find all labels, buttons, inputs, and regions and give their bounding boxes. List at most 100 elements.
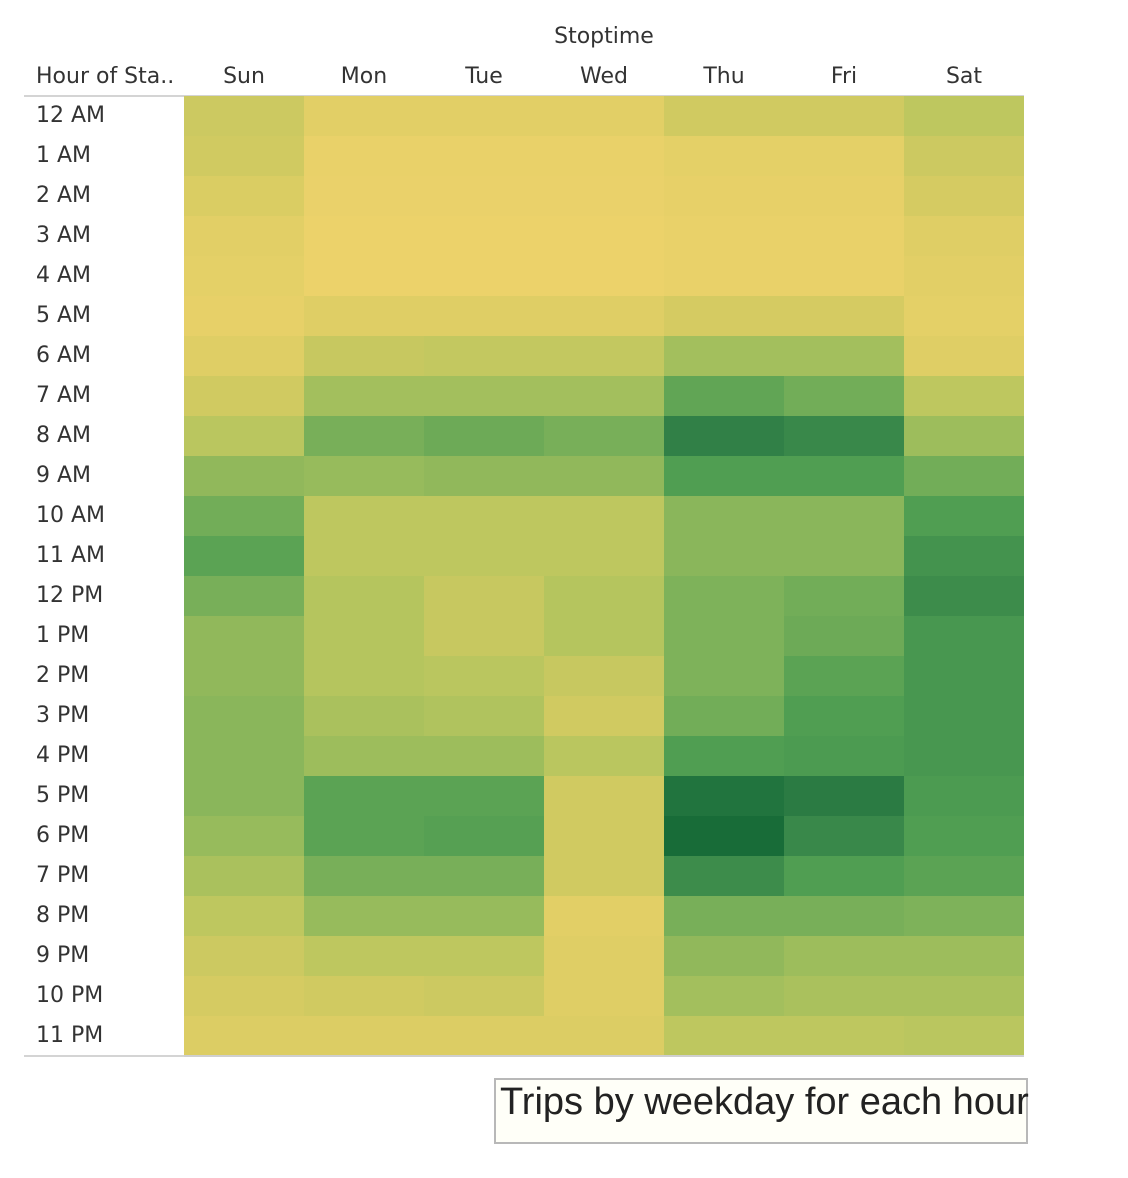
heatmap-cell <box>184 776 304 816</box>
heatmap-cell <box>904 496 1024 536</box>
heatmap-cell <box>664 576 784 616</box>
hour-label: 2 PM <box>36 663 90 688</box>
heatmap-cell <box>424 936 544 976</box>
heatmap-cell <box>664 536 784 576</box>
heatmap-cell <box>664 496 784 536</box>
heatmap-cell <box>424 456 544 496</box>
heatmap-cell <box>424 816 544 856</box>
heatmap-cell <box>904 96 1024 136</box>
heatmap-cell <box>184 336 304 376</box>
heatmap-cell <box>304 256 424 296</box>
heatmap-cell <box>304 496 424 536</box>
hour-label: 5 PM <box>36 783 90 808</box>
heatmap-cell <box>544 576 664 616</box>
heatmap-cell <box>304 776 424 816</box>
heatmap-cell <box>304 536 424 576</box>
heatmap-cell <box>184 616 304 656</box>
heatmap-cell <box>184 536 304 576</box>
heatmap-cell <box>304 656 424 696</box>
heatmap-cell <box>424 576 544 616</box>
hour-label: 5 AM <box>36 303 92 328</box>
heatmap-cell <box>304 696 424 736</box>
heatmap-cell <box>664 976 784 1016</box>
heatmap-cell <box>544 856 664 896</box>
heatmap-cell <box>184 376 304 416</box>
row-axis-bottom-line <box>24 1055 184 1057</box>
heatmap-cell <box>664 216 784 256</box>
heatmap-cell <box>784 416 904 456</box>
heatmap-cell <box>664 296 784 336</box>
heatmap-cell <box>784 496 904 536</box>
heatmap-cell <box>304 576 424 616</box>
hour-label: 2 AM <box>36 183 92 208</box>
heatmap-cell <box>664 1016 784 1056</box>
heatmap-cell <box>424 1016 544 1056</box>
heatmap-cell <box>904 296 1024 336</box>
heatmap-cell <box>664 776 784 816</box>
heatmap-cell <box>184 176 304 216</box>
hour-label: 12 PM <box>36 583 104 608</box>
heatmap-cell <box>904 976 1024 1016</box>
heatmap-cell <box>904 1016 1024 1056</box>
heatmap-cell <box>664 336 784 376</box>
heatmap-cell <box>184 736 304 776</box>
heatmap-cell <box>544 256 664 296</box>
heatmap-cell <box>904 456 1024 496</box>
heatmap-cell <box>784 616 904 656</box>
heatmap-cell <box>784 976 904 1016</box>
heatmap-cell <box>544 976 664 1016</box>
heatmap-cell <box>784 336 904 376</box>
hour-label: 1 PM <box>36 623 90 648</box>
heatmap-cell <box>784 96 904 136</box>
heatmap-cell <box>904 536 1024 576</box>
heatmap-cell <box>664 656 784 696</box>
heatmap-cell <box>424 496 544 536</box>
heatmap-cell <box>664 96 784 136</box>
heatmap-cell <box>784 1016 904 1056</box>
heatmap-cell <box>304 856 424 896</box>
heatmap-cell <box>424 176 544 216</box>
heatmap-cell <box>304 736 424 776</box>
heatmap-cell <box>184 136 304 176</box>
heatmap-cell <box>784 896 904 936</box>
heatmap-cell <box>904 256 1024 296</box>
hour-label: 11 AM <box>36 543 106 568</box>
heatmap-cell <box>664 456 784 496</box>
grid-bottom-line <box>184 1055 1024 1057</box>
heatmap-cell <box>304 296 424 336</box>
heatmap-cell <box>784 296 904 336</box>
heatmap-cell <box>784 576 904 616</box>
hour-label: 8 AM <box>36 423 92 448</box>
heatmap-cell <box>184 496 304 536</box>
heatmap-cell <box>784 736 904 776</box>
heatmap-cell <box>664 416 784 456</box>
heatmap-cell <box>904 736 1024 776</box>
day-label-fri: Fri <box>830 64 858 89</box>
hour-label: 8 PM <box>36 903 90 928</box>
heatmap-cell <box>784 816 904 856</box>
heatmap-cell <box>784 456 904 496</box>
hour-label: 1 AM <box>36 143 92 168</box>
heatmap-cell <box>304 376 424 416</box>
heatmap-cell <box>184 416 304 456</box>
heatmap-cell <box>184 576 304 616</box>
heatmap-cell <box>424 376 544 416</box>
heatmap-cell <box>544 936 664 976</box>
heatmap-cell <box>784 856 904 896</box>
hour-label: 11 PM <box>36 1023 104 1048</box>
heatmap-cell <box>304 1016 424 1056</box>
heatmap-grid <box>184 96 1024 1056</box>
hour-label: 7 AM <box>36 383 92 408</box>
heatmap-cell <box>304 416 424 456</box>
hour-label: 4 AM <box>36 263 92 288</box>
heatmap-cell <box>424 736 544 776</box>
heatmap-cell <box>184 896 304 936</box>
heatmap-cell <box>904 896 1024 936</box>
heatmap-cell <box>424 416 544 456</box>
heatmap-cell <box>664 616 784 656</box>
hour-label: 10 AM <box>36 503 106 528</box>
column-header-title: Stoptime <box>554 24 654 49</box>
hour-label: 10 PM <box>36 983 104 1008</box>
heatmap-cell <box>664 856 784 896</box>
heatmap-cell <box>424 776 544 816</box>
